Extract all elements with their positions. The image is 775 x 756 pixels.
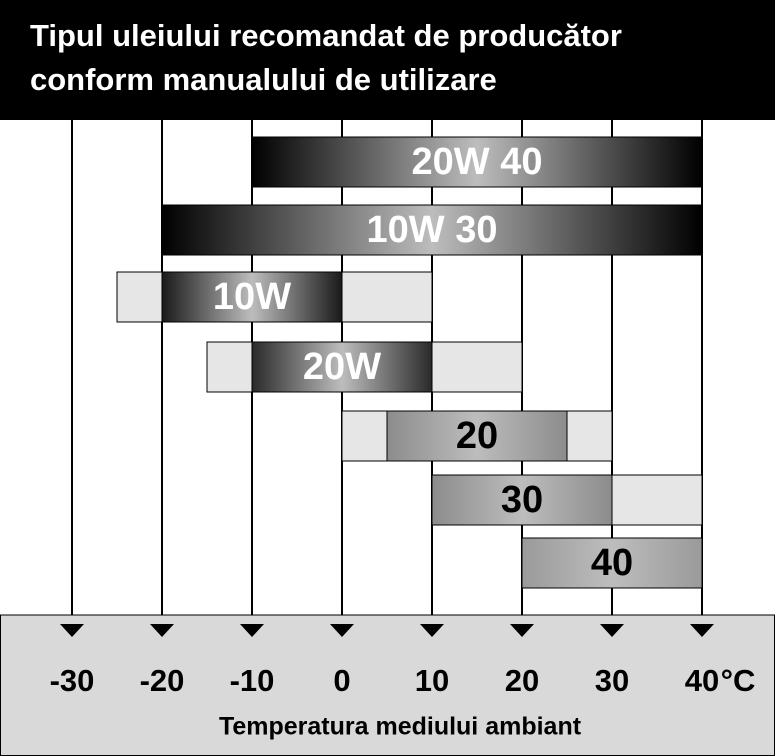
tick-marker xyxy=(600,624,624,637)
tick-marker xyxy=(420,624,444,637)
tick-marker xyxy=(240,624,264,637)
preferred-range xyxy=(521,537,703,589)
preferred-range xyxy=(251,136,703,188)
preferred-range xyxy=(161,271,343,323)
tick-marker xyxy=(150,624,174,637)
preferred-range xyxy=(431,474,613,526)
tick-marker xyxy=(510,624,534,637)
x-tick-label: 30 xyxy=(595,663,629,698)
range-label: 20W 40 xyxy=(412,141,543,183)
title-line: Tipul uleiului recomandat de producător xyxy=(30,18,622,53)
range-label: 30 xyxy=(501,479,543,521)
range-label: 40 xyxy=(591,542,633,584)
tick-marker xyxy=(690,624,714,637)
x-tick-label: 0 xyxy=(333,663,350,698)
preferred-range xyxy=(251,341,433,393)
header xyxy=(0,0,775,120)
x-tick-label: -10 xyxy=(230,663,275,698)
range-label: 20W xyxy=(303,346,381,388)
x-axis-label: Temperatura mediului ambiant xyxy=(219,713,582,741)
range-label: 10W xyxy=(213,276,291,318)
unit-label: °C xyxy=(721,663,756,698)
range-label: 10W 30 xyxy=(367,209,498,251)
preferred-range xyxy=(161,204,703,256)
x-tick-label: -20 xyxy=(140,663,185,698)
title-line: conform manualului de utilizare xyxy=(30,62,497,97)
tick-marker xyxy=(60,624,84,637)
tick-marker xyxy=(330,624,354,637)
x-tick-label: -30 xyxy=(50,663,95,698)
axis-panel xyxy=(0,614,775,756)
preferred-range xyxy=(386,410,568,462)
x-tick-label: 20 xyxy=(505,663,539,698)
x-tick-label: 40 xyxy=(685,663,719,698)
x-tick-label: 10 xyxy=(415,663,449,698)
range-label: 20 xyxy=(456,415,498,457)
